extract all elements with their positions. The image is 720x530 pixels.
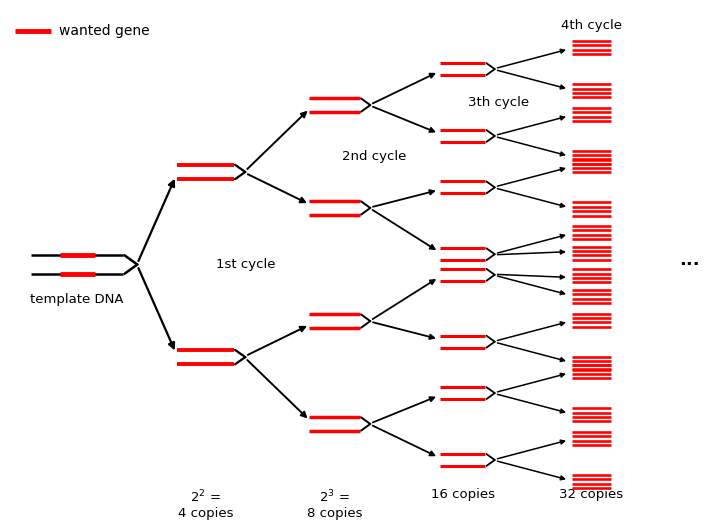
Text: ···: ··· <box>679 255 699 273</box>
Text: $2^3$ =
8 copies: $2^3$ = 8 copies <box>307 488 362 520</box>
Text: template DNA: template DNA <box>30 293 124 306</box>
Text: 1st cycle: 1st cycle <box>216 258 276 271</box>
Text: 32 copies: 32 copies <box>559 488 624 501</box>
Text: 4th cycle: 4th cycle <box>561 19 622 32</box>
Text: 3th cycle: 3th cycle <box>468 96 529 109</box>
Text: wanted gene: wanted gene <box>59 23 150 38</box>
Text: 16 copies: 16 copies <box>431 488 495 501</box>
Text: 2nd cycle: 2nd cycle <box>342 150 406 163</box>
Text: $2^2$ =
4 copies: $2^2$ = 4 copies <box>178 488 233 520</box>
